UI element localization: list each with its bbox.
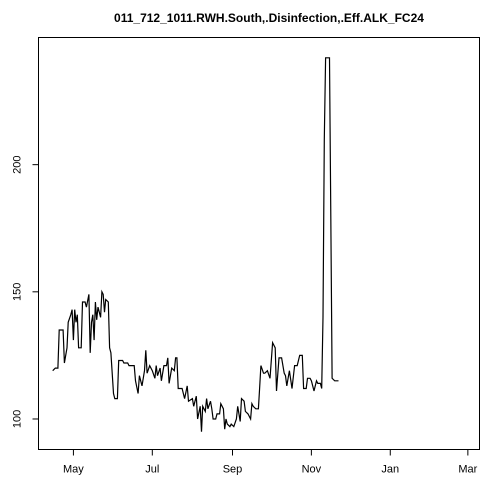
chart-title: 011_712_1011.RWH.South,.Disinfection,.Ef… [114,11,424,25]
y-tick-label: 200 [12,155,24,173]
x-tick-label: Jul [145,464,159,476]
x-axis: May Jul Sep Nov Jan Mar [63,449,478,476]
x-tick-label: Mar [458,464,477,476]
series-line [52,57,339,432]
x-tick-label: Nov [302,464,322,476]
x-tick-label: May [63,464,84,476]
x-tick-label: Jan [381,464,399,476]
y-axis: 100 150 200 [12,155,39,428]
y-tick-label: 100 [12,410,24,428]
y-tick-label: 150 [12,283,24,301]
series-layer [52,57,339,432]
x-tick-label: Sep [223,464,243,476]
